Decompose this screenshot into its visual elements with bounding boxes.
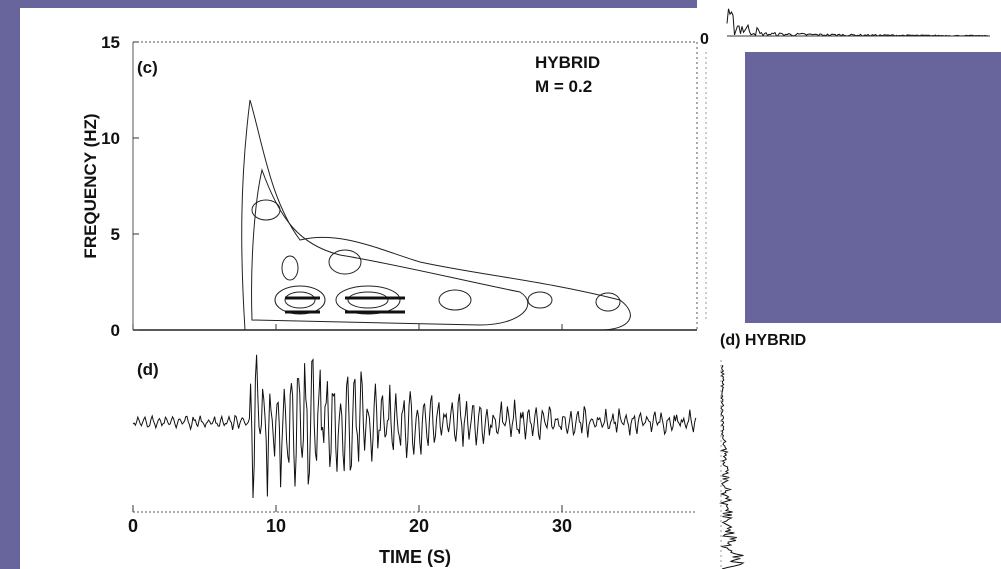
contour-core (285, 296, 405, 314)
spectrum-bottom (719, 364, 745, 569)
x-tick-label: 10 (266, 516, 286, 536)
y-tick-label: 10 (101, 129, 120, 148)
x-tick-label: 20 (409, 516, 429, 536)
y-axis-label: FREQUENCY (HZ) (81, 113, 100, 258)
purple-strip-top (0, 0, 697, 8)
panel-label: (d) HYBRID (720, 332, 806, 349)
panel-d-label: (d) (137, 360, 159, 379)
y-tick-label: 15 (101, 33, 120, 52)
x-tick-label: 30 (552, 516, 572, 536)
tick-label: 0 (700, 31, 709, 48)
purple-strip-left (0, 0, 20, 569)
annotation: HYBRID (535, 53, 600, 72)
seismogram (132, 354, 697, 499)
x-tick-label: 0 (128, 516, 138, 536)
y-tick-label: 5 (111, 225, 120, 244)
annotation: M = 0.2 (535, 77, 592, 96)
x-axis-label: TIME (S) (379, 547, 451, 567)
contours (241, 99, 631, 331)
purple-block (745, 52, 1001, 323)
panel-c-label: (c) (137, 58, 158, 77)
y-tick-label: 0 (111, 321, 120, 340)
